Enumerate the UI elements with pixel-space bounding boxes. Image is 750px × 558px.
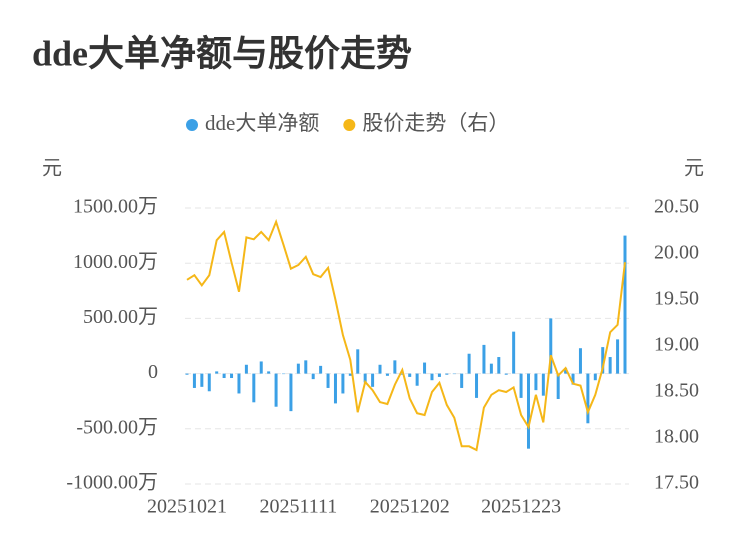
x-tick-label: 20251111 xyxy=(259,496,337,518)
bar xyxy=(185,373,189,375)
bar xyxy=(593,373,597,381)
bar xyxy=(608,357,612,374)
y-tick-label: 1500.00万 xyxy=(73,196,158,218)
bar xyxy=(259,361,263,374)
bar xyxy=(341,373,345,394)
bar xyxy=(519,373,523,398)
legend-marker xyxy=(343,119,356,131)
bar xyxy=(244,364,248,374)
y-tick-label: 1000.00万 xyxy=(73,251,158,273)
x-tick-label: 20251202 xyxy=(370,496,450,518)
bar xyxy=(452,373,456,375)
bar xyxy=(274,373,278,407)
y2-tick-label: 18.00 xyxy=(654,426,699,448)
bar xyxy=(534,373,538,391)
legend-marker xyxy=(186,119,198,131)
bar xyxy=(200,373,204,387)
legend-label: dde大单净额 xyxy=(205,111,319,135)
bar xyxy=(311,373,315,380)
bar xyxy=(475,373,479,398)
bar xyxy=(371,373,375,387)
bar xyxy=(512,331,516,374)
bar xyxy=(348,373,352,376)
y-axis-label: 元 xyxy=(42,158,62,180)
bar xyxy=(267,371,271,374)
bar xyxy=(467,353,471,374)
bar xyxy=(571,373,575,385)
y-tick-label: 500.00万 xyxy=(83,306,158,328)
legend-label: 股价走势（右） xyxy=(362,111,509,135)
bar xyxy=(445,373,449,375)
y-tick-label: 0 xyxy=(148,361,158,383)
bar xyxy=(356,349,360,374)
bar xyxy=(333,373,337,404)
bar xyxy=(207,373,211,392)
bar xyxy=(556,373,560,399)
bar xyxy=(230,373,234,379)
bar xyxy=(304,360,308,374)
bar xyxy=(423,362,427,374)
bar xyxy=(430,373,434,381)
y2-tick-label: 19.50 xyxy=(654,288,699,310)
bar xyxy=(289,373,293,412)
bar xyxy=(460,373,464,388)
y-tick-label: -500.00万 xyxy=(76,416,158,438)
y2-tick-label: 18.50 xyxy=(654,380,699,402)
bar xyxy=(504,373,508,375)
bar xyxy=(578,348,582,374)
bar xyxy=(623,235,627,374)
bar xyxy=(215,371,219,374)
bar xyxy=(296,363,300,374)
bar xyxy=(363,373,367,383)
bar xyxy=(252,373,256,403)
y2-tick-label: 19.00 xyxy=(654,334,699,356)
bar xyxy=(400,373,404,375)
bar xyxy=(497,357,501,374)
bar xyxy=(526,373,530,449)
y2-tick-label: 20.00 xyxy=(654,242,699,264)
y-tick-label: -1000.00万 xyxy=(66,472,158,494)
bar xyxy=(549,318,553,374)
bar xyxy=(482,344,486,374)
bar xyxy=(192,373,196,388)
chart-title: dde大单净额与股价走势 xyxy=(32,33,412,73)
y2-tick-label: 17.50 xyxy=(654,472,699,494)
bar xyxy=(319,365,323,374)
y2-axis-label: 元 xyxy=(684,158,704,180)
bar xyxy=(385,373,389,376)
bar xyxy=(237,373,241,394)
bar xyxy=(616,339,620,374)
x-tick-label: 20251021 xyxy=(147,496,227,518)
bar xyxy=(378,364,382,374)
bar xyxy=(408,373,412,377)
bar xyxy=(222,373,226,379)
bar xyxy=(586,373,590,424)
bar xyxy=(393,360,397,374)
bar xyxy=(601,347,605,374)
bar xyxy=(326,373,330,388)
bar xyxy=(541,373,545,396)
bar xyxy=(564,368,568,374)
bar xyxy=(282,373,286,375)
bar xyxy=(437,373,441,377)
y2-tick-label: 20.50 xyxy=(654,196,699,218)
bar xyxy=(415,373,419,386)
bar xyxy=(489,363,493,374)
price-line xyxy=(186,218,626,452)
x-tick-label: 20251223 xyxy=(481,496,561,518)
